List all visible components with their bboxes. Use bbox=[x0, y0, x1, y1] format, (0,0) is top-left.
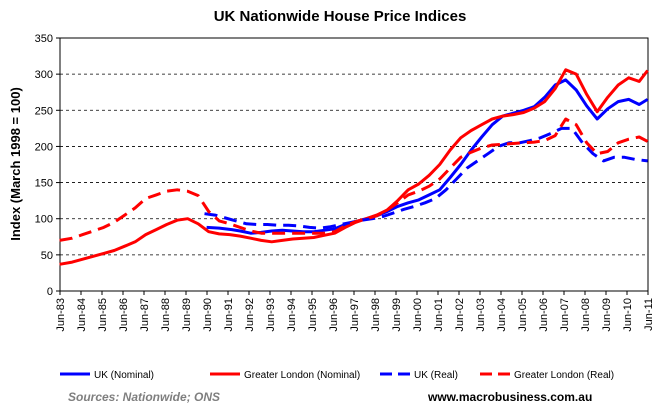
x-tick-label: Jun-98 bbox=[370, 298, 382, 332]
x-tick-label: Jun-06 bbox=[538, 298, 550, 332]
y-tick-label: 150 bbox=[35, 178, 53, 190]
x-tick-label: Jun-90 bbox=[202, 298, 214, 332]
legend-label-uk-nominal: UK (Nominal) bbox=[94, 370, 154, 381]
x-tick-label: Jun-94 bbox=[286, 298, 298, 332]
x-tick-label: Jun-00 bbox=[412, 298, 424, 332]
legend-label-greater-london-nominal: Greater London (Nominal) bbox=[244, 370, 360, 381]
x-tick-label: Jun-10 bbox=[622, 298, 634, 332]
x-tick-label: Jun-86 bbox=[118, 298, 130, 332]
x-tick-labels: Jun-83 Jun-84 Jun-85 Jun-86 Jun-87 Jun-88 Jun-… bbox=[55, 291, 655, 332]
y-tick-labels: 0 50 100 150 200 250 300 350 bbox=[35, 33, 60, 298]
website-url: www.macrobusiness.com.au bbox=[427, 390, 592, 404]
x-tick-label: Jun-91 bbox=[223, 298, 235, 332]
x-tick-label: Jun-09 bbox=[601, 298, 613, 332]
x-tick-label: Jun-85 bbox=[97, 298, 109, 332]
series-line-uk-real bbox=[204, 126, 648, 230]
axes bbox=[59, 37, 649, 292]
x-tick-label: Jun-97 bbox=[349, 298, 361, 332]
y-tick-label: 350 bbox=[35, 33, 53, 45]
source-note: Sources: Nationwide; ONS bbox=[68, 390, 220, 404]
data-series bbox=[59, 68, 649, 266]
y-tick-label: 50 bbox=[41, 250, 53, 262]
legend-label-uk-real: UK (Real) bbox=[414, 370, 458, 381]
chart-title: UK Nationwide House Price Indices bbox=[214, 8, 467, 25]
legend-label-greater-london-real: Greater London (Real) bbox=[514, 370, 614, 381]
x-tick-label: Jun-04 bbox=[496, 298, 508, 332]
x-tick-label: Jun-07 bbox=[559, 298, 571, 332]
x-tick-label: Jun-05 bbox=[517, 298, 529, 332]
x-tick-label: Jun-03 bbox=[475, 298, 487, 332]
y-tick-label: 200 bbox=[35, 141, 53, 153]
x-tick-label: Jun-01 bbox=[433, 298, 445, 332]
series-line-greater-london-nominal bbox=[59, 68, 649, 266]
grid-lines bbox=[60, 73, 648, 256]
x-tick-label: Jun-87 bbox=[139, 298, 151, 332]
legend: UK (Nominal) Greater London (Nominal) UK (… bbox=[60, 370, 614, 381]
x-tick-label: Jun-95 bbox=[307, 298, 319, 332]
x-tick-label: Jun-11 bbox=[643, 298, 655, 331]
series-line-greater-london-real bbox=[59, 117, 649, 242]
x-tick-label: Jun-88 bbox=[160, 298, 172, 332]
plot-frame bbox=[59, 37, 649, 292]
y-tick-label: 0 bbox=[47, 286, 53, 298]
x-tick-label: Jun-02 bbox=[454, 298, 466, 332]
y-tick-label: 100 bbox=[35, 214, 53, 226]
x-tick-label: Jun-89 bbox=[181, 298, 193, 332]
x-tick-label: Jun-84 bbox=[76, 298, 88, 332]
x-tick-label: Jun-83 bbox=[55, 298, 67, 332]
y-tick-label: 250 bbox=[35, 105, 53, 117]
x-tick-label: Jun-99 bbox=[391, 298, 403, 332]
series-line-uk-nominal bbox=[206, 78, 649, 235]
x-tick-label: Jun-93 bbox=[265, 298, 277, 332]
x-tick-label: Jun-96 bbox=[328, 298, 340, 332]
x-tick-label: Jun-08 bbox=[580, 298, 592, 332]
y-tick-label: 300 bbox=[35, 69, 53, 81]
y-axis-label: Index (March 1998 = 100) bbox=[8, 87, 23, 241]
x-tick-label: Jun-92 bbox=[244, 298, 256, 332]
